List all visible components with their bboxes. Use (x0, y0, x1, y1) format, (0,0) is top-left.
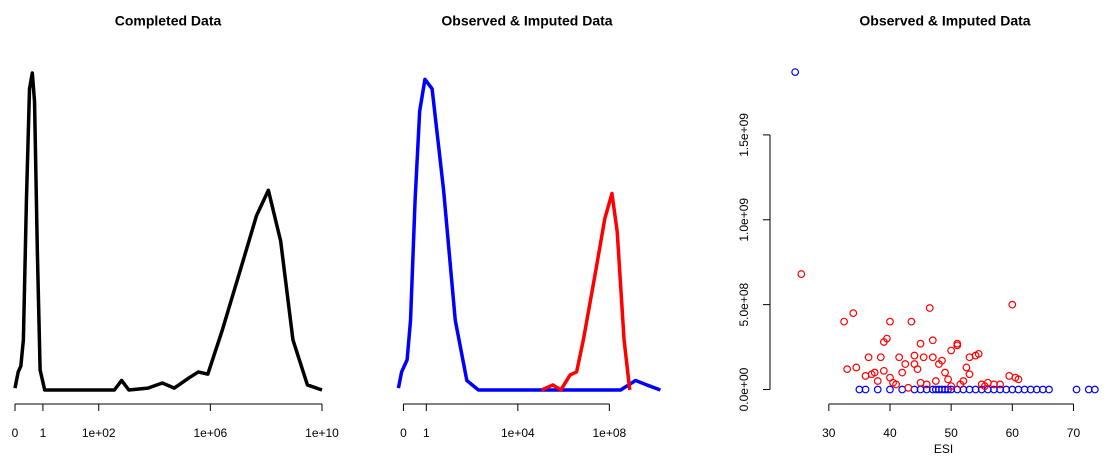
scatter-point (895, 353, 904, 362)
x-tick-label: 1e+02 (82, 426, 116, 440)
y-tick-label: 5.0e+08 (737, 282, 751, 326)
scatter-point (922, 380, 931, 389)
x-tick-label: 0 (12, 426, 19, 440)
scatter-point (901, 360, 910, 368)
scatter-point (913, 365, 922, 374)
x-tick-label: 1e+08 (593, 426, 627, 440)
scatter-point (886, 385, 894, 394)
scatter-point (941, 368, 949, 377)
scatter-point (910, 351, 919, 360)
scatter-point (947, 346, 956, 355)
scatter-point (864, 353, 873, 362)
scatter-point (843, 365, 852, 374)
scatter-point (1014, 375, 1023, 384)
x-tick-label: 1e+10 (305, 426, 339, 440)
scatter-point (938, 356, 946, 365)
scatter-point (1090, 385, 1099, 394)
density-line (396, 77, 661, 392)
x-tick-label: 60 (1006, 426, 1020, 440)
x-tick-label: 30 (822, 426, 836, 440)
scatter-point (861, 385, 870, 394)
scatter-point (959, 377, 968, 385)
scatter-point (1045, 385, 1053, 394)
density-line (540, 191, 632, 392)
chart-title: Observed & Imputed Data (859, 13, 1030, 29)
density-line (13, 71, 323, 392)
x-tick-label: 0 (400, 426, 407, 440)
scatter-point (886, 317, 894, 326)
x-tick-label: 40 (883, 426, 897, 440)
scatter-point (852, 363, 861, 372)
x-tick-label: 1e+04 (501, 426, 535, 440)
scatter-point (919, 353, 928, 362)
scatter-point (904, 383, 913, 392)
scatter-point (876, 353, 885, 362)
scatter-point (791, 68, 800, 76)
x-tick-label: 1 (423, 426, 430, 440)
scatter-point (797, 270, 806, 278)
scatter-point (953, 339, 962, 348)
scatter-point (883, 334, 891, 343)
x-tick-label: 70 (1067, 426, 1081, 440)
x-tick-label: 1 (40, 426, 47, 440)
scatter-point (873, 377, 882, 385)
y-tick-label: 0.0e+00 (737, 367, 751, 411)
scatter-point (931, 377, 940, 385)
scatter-point (974, 349, 983, 358)
x-tick-label: 1e+06 (194, 426, 228, 440)
x-tick-label: 50 (944, 426, 958, 440)
y-tick-label: 1.0e+09 (737, 198, 751, 242)
x-axis-label: ESI (934, 442, 953, 456)
scatter-point (962, 363, 971, 372)
scatter-point (892, 380, 900, 389)
y-tick-label: 1.5e+09 (737, 113, 751, 157)
scatter-point (1072, 385, 1081, 394)
scatter-point (916, 339, 925, 348)
scatter-point (928, 353, 937, 362)
scatter-point (925, 304, 934, 312)
chart-title: Observed & Imputed Data (441, 13, 612, 29)
scatter-point (879, 366, 888, 375)
scatter-point (898, 368, 907, 377)
scatter-point (928, 336, 937, 345)
chart-title: Completed Data (115, 13, 222, 29)
scatter-point (965, 370, 974, 379)
scatter-point (944, 375, 952, 384)
scatter-point (849, 309, 858, 318)
scatter-point (873, 385, 882, 394)
scatter-point (947, 382, 956, 391)
scatter-point (1008, 300, 1017, 309)
scatter-point (870, 368, 879, 377)
scatter-point (840, 317, 849, 326)
scatter-point (907, 317, 916, 326)
scatter-point (996, 380, 1004, 389)
